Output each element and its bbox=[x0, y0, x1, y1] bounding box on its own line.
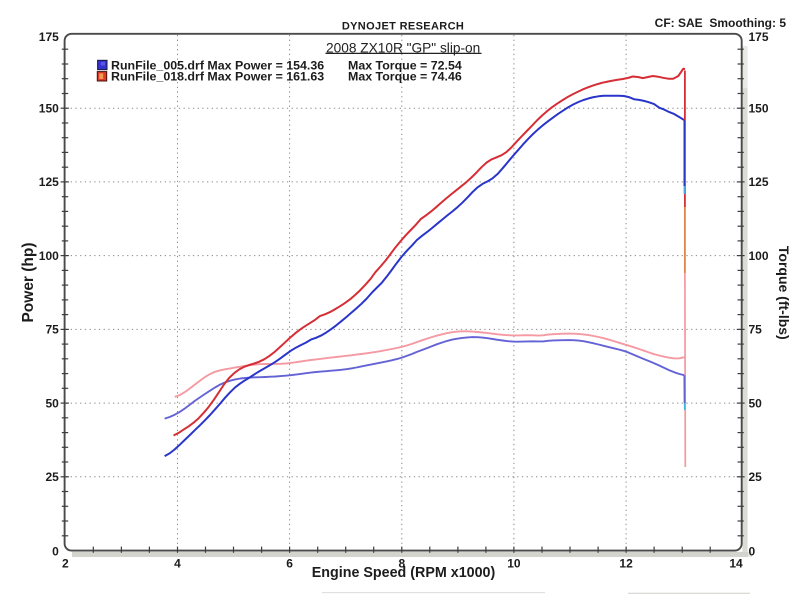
svg-text:175: 175 bbox=[39, 30, 59, 44]
svg-text:75: 75 bbox=[749, 323, 763, 337]
svg-text:100: 100 bbox=[749, 249, 769, 263]
svg-text:2008 ZX10R "GP" slip-on: 2008 ZX10R "GP" slip-on bbox=[326, 40, 480, 55]
svg-text:75: 75 bbox=[45, 323, 59, 337]
svg-text:4: 4 bbox=[174, 557, 181, 571]
svg-text:150: 150 bbox=[39, 102, 59, 116]
svg-text:Engine Speed (RPM x1000): Engine Speed (RPM x1000) bbox=[312, 565, 496, 581]
svg-text:10: 10 bbox=[507, 557, 521, 571]
svg-text:25: 25 bbox=[749, 470, 763, 484]
svg-text:125: 125 bbox=[39, 175, 59, 189]
svg-text:2: 2 bbox=[62, 557, 69, 571]
svg-text:DYNOJET RESEARCH: DYNOJET RESEARCH bbox=[342, 20, 464, 32]
svg-text:0: 0 bbox=[749, 545, 756, 559]
svg-text:100: 100 bbox=[39, 249, 59, 263]
svg-text:6: 6 bbox=[286, 557, 293, 571]
svg-text:0: 0 bbox=[52, 545, 59, 559]
svg-text:Torque (ft-lbs): Torque (ft-lbs) bbox=[776, 246, 792, 340]
svg-text:12: 12 bbox=[619, 557, 633, 571]
svg-text:50: 50 bbox=[749, 396, 763, 410]
svg-text:CF: SAE Smoothing: 5: CF: SAE Smoothing: 5 bbox=[655, 16, 787, 30]
svg-text:RunFile_005.drf Max Power = 15: RunFile_005.drf Max Power = 154.36 bbox=[111, 58, 324, 72]
svg-text:175: 175 bbox=[749, 30, 769, 44]
svg-text:150: 150 bbox=[749, 102, 769, 116]
svg-text:Max Torque = 72.54: Max Torque = 72.54 bbox=[348, 58, 462, 72]
svg-text:8: 8 bbox=[398, 557, 405, 571]
svg-text:14: 14 bbox=[729, 557, 743, 571]
svg-text:50: 50 bbox=[45, 396, 59, 410]
svg-text:Max Torque = 74.46: Max Torque = 74.46 bbox=[348, 70, 462, 84]
svg-text:Power (hp): Power (hp) bbox=[20, 242, 37, 322]
svg-text:RunFile_018.drf Max Power = 16: RunFile_018.drf Max Power = 161.63 bbox=[111, 70, 324, 84]
svg-text:125: 125 bbox=[749, 175, 769, 189]
svg-text:25: 25 bbox=[45, 470, 59, 484]
